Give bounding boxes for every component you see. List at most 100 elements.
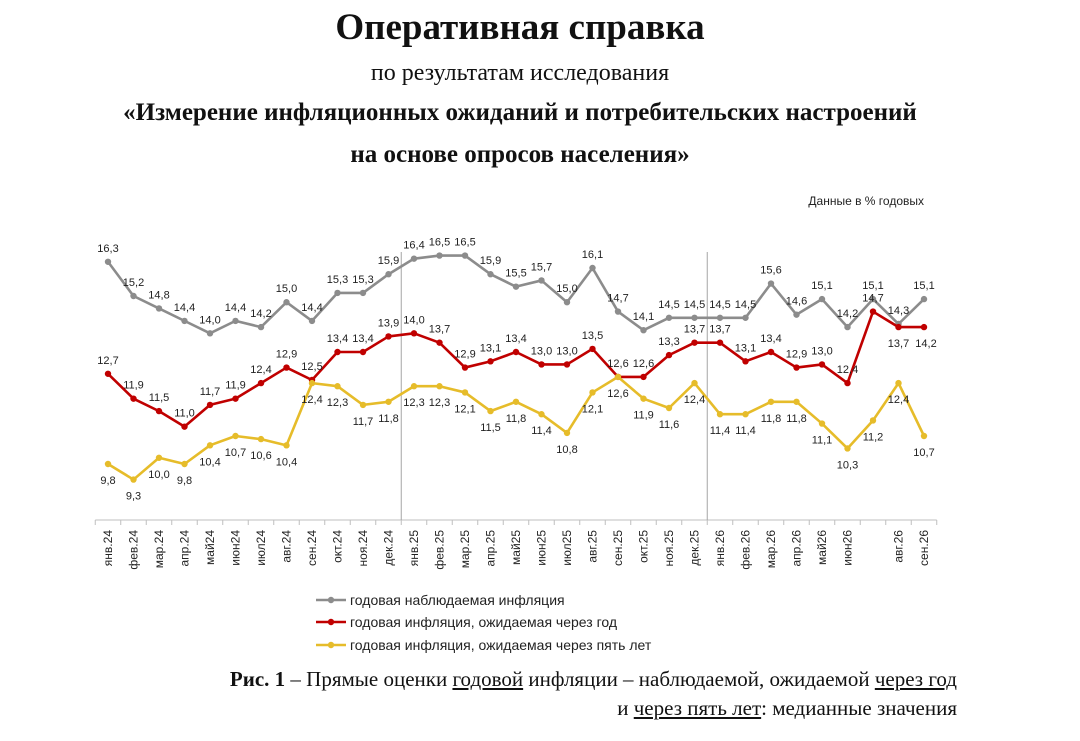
data-label: 13,3 <box>658 336 679 348</box>
legend-marker-2 <box>327 641 335 649</box>
data-label: 12,1 <box>454 403 475 415</box>
caption-text-2: инфляции – наблюдаемой, ожидаемой <box>523 667 875 691</box>
data-point <box>767 348 775 356</box>
data-label: 14,5 <box>684 299 705 311</box>
data-point <box>563 299 571 306</box>
data-point <box>742 314 749 321</box>
data-label: 13,4 <box>327 333 348 345</box>
data-point <box>334 289 341 297</box>
data-label: 14,3 <box>888 305 909 317</box>
data-point <box>359 348 367 356</box>
x-tick-label: янв.26 <box>713 530 727 567</box>
data-point <box>691 339 698 346</box>
data-point <box>257 435 265 443</box>
x-tick-label: дек.24 <box>382 530 396 566</box>
data-point <box>665 351 673 359</box>
data-label: 11,4 <box>531 425 552 437</box>
data-label: 10,0 <box>148 469 169 481</box>
data-label: 16,5 <box>454 237 475 249</box>
caption-underlined-2: через год <box>874 667 957 691</box>
data-point <box>844 379 851 387</box>
data-point <box>818 295 826 303</box>
caption-underlined-3: через пять лет <box>633 696 762 720</box>
data-point <box>436 252 443 259</box>
data-label: 10,3 <box>837 459 858 471</box>
data-label: 15,0 <box>276 283 297 295</box>
data-point <box>614 373 622 381</box>
data-label: 16,3 <box>97 243 118 255</box>
data-point <box>232 432 239 440</box>
figure-caption-line2: и через пять лет: медианные значения <box>120 696 957 721</box>
caption-text-1: – Прямые оценки <box>285 667 453 691</box>
data-point <box>793 398 800 405</box>
data-point <box>181 317 188 325</box>
data-label: 12,5 <box>301 361 322 373</box>
data-point <box>461 389 469 396</box>
x-tick-label: ноя.24 <box>356 530 370 567</box>
data-label: 11,5 <box>149 392 170 404</box>
data-point <box>385 333 392 340</box>
data-label: 15,1 <box>913 280 934 292</box>
data-label: 13,7 <box>429 324 450 336</box>
data-label: 14,7 <box>862 293 883 305</box>
data-point <box>716 411 724 418</box>
data-point <box>869 308 877 315</box>
data-label: 15,5 <box>505 268 526 280</box>
legend-marker-1 <box>327 618 335 626</box>
data-point <box>181 460 188 468</box>
data-point <box>716 339 724 346</box>
x-tick-label: фев.25 <box>433 530 447 570</box>
data-point <box>818 361 826 368</box>
data-label: 15,7 <box>531 261 552 273</box>
data-label: 11,7 <box>353 416 374 428</box>
data-point <box>436 339 443 346</box>
data-point <box>793 364 800 371</box>
data-point <box>206 401 214 409</box>
data-label: 12,4 <box>888 394 909 406</box>
data-label: 14,8 <box>148 289 169 301</box>
x-tick-label: авг.24 <box>280 530 294 563</box>
data-label: 11,8 <box>378 413 399 425</box>
data-point <box>563 429 571 437</box>
x-tick-label: авг.25 <box>586 530 600 563</box>
data-label: 11,9 <box>633 410 654 422</box>
data-point <box>308 379 316 387</box>
x-tick-label: мар.26 <box>764 530 778 569</box>
x-tick-label: янв.25 <box>407 530 421 567</box>
data-point <box>155 454 163 461</box>
data-label: 12,4 <box>837 364 858 376</box>
x-tick-label: апр.24 <box>178 530 192 567</box>
data-label: 12,9 <box>454 349 475 361</box>
data-label: 15,3 <box>327 274 348 286</box>
x-tick-label: апр.25 <box>484 530 498 567</box>
data-point <box>283 364 290 371</box>
data-label: 11,8 <box>786 413 807 425</box>
caption-text-3: и <box>617 696 634 720</box>
data-point <box>869 295 877 303</box>
data-label: 14,4 <box>174 302 195 314</box>
data-label: 14,7 <box>607 293 628 305</box>
caption-text-4: : медианные значения <box>761 696 957 720</box>
data-point <box>512 348 520 356</box>
x-tick-label: янв.24 <box>101 530 115 567</box>
data-point <box>461 364 469 371</box>
x-tick-label: май26 <box>815 530 829 565</box>
data-point <box>691 314 698 321</box>
data-point <box>232 317 239 325</box>
legend-label-0: годовая наблюдаемая инфляция <box>350 592 565 608</box>
data-label: 13,7 <box>888 338 909 350</box>
data-point <box>130 476 137 483</box>
data-label: 13,9 <box>378 317 399 329</box>
data-point <box>155 407 163 415</box>
data-label: 15,9 <box>480 255 501 267</box>
figure-caption-line1: Рис. 1 – Прямые оценки годовой инфляции … <box>120 667 957 692</box>
data-label: 15,9 <box>378 255 399 267</box>
data-point <box>104 258 112 265</box>
data-point <box>308 317 316 325</box>
data-point <box>640 373 647 381</box>
x-tick-label: авг.26 <box>892 530 906 563</box>
data-label: 10,8 <box>556 444 577 456</box>
data-label: 15,3 <box>352 274 373 286</box>
data-point <box>895 379 902 387</box>
data-point <box>589 264 596 272</box>
